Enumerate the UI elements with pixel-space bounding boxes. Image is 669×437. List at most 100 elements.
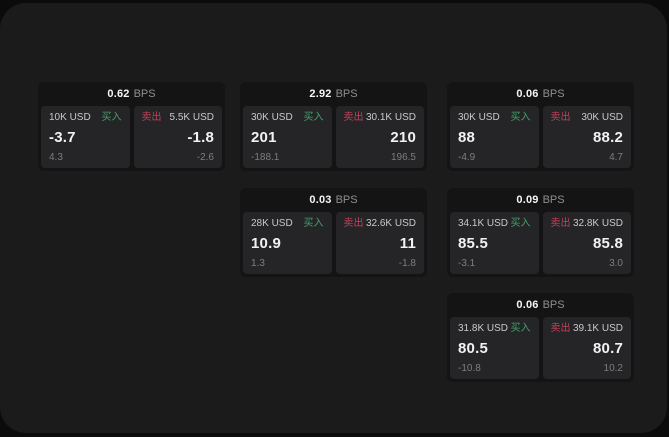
card-header: 0.62 BPS bbox=[38, 82, 225, 106]
bps-unit-label: BPS bbox=[542, 194, 565, 206]
buy-cell-header: 30K USD 买入 bbox=[458, 112, 531, 124]
sell-quote-cell[interactable]: 卖出 30K USD 88.2 4.7 bbox=[542, 106, 631, 168]
card-body: 28K USD 买入 10.9 1.3 卖出 32.6K USD 11 -1.8 bbox=[240, 212, 427, 277]
spread-bps-value: 0.62 bbox=[107, 88, 130, 100]
sell-price: -1.8 bbox=[187, 129, 214, 146]
sell-amount: 5.5K USD bbox=[169, 112, 214, 123]
sell-side-label: 卖出 bbox=[550, 112, 571, 123]
buy-quote-cell[interactable]: 31.8K USD 买入 80.5 -10.8 bbox=[450, 317, 539, 379]
spread-bps-value: 0.09 bbox=[516, 194, 539, 206]
buy-price: -3.7 bbox=[49, 129, 76, 146]
quote-card: 0.62 BPS 10K USD 买入 -3.7 4.3 卖出 5.5K USD… bbox=[38, 82, 225, 171]
quote-card: 0.06 BPS 30K USD 买入 88 -4.9 卖出 30K USD 8… bbox=[447, 82, 634, 171]
sell-change: 10.2 bbox=[603, 363, 623, 374]
sell-amount: 39.1K USD bbox=[572, 323, 623, 334]
sell-quote-cell[interactable]: 卖出 5.5K USD -1.8 -2.6 bbox=[133, 106, 222, 168]
buy-side-label: 买入 bbox=[510, 218, 531, 229]
buy-price: 80.5 bbox=[458, 340, 488, 357]
sell-amount: 32.8K USD bbox=[572, 218, 623, 229]
buy-change: 1.3 bbox=[251, 258, 265, 269]
buy-amount: 34.1K USD bbox=[458, 218, 509, 229]
sell-price: 210 bbox=[390, 129, 416, 146]
buy-amount: 30K USD bbox=[251, 112, 293, 123]
spread-bps-value: 2.92 bbox=[309, 88, 332, 100]
card-header: 0.09 BPS bbox=[447, 188, 634, 212]
sell-cell-header: 卖出 39.1K USD bbox=[551, 323, 624, 335]
spread-bps-value: 0.06 bbox=[516, 88, 539, 100]
buy-amount: 10K USD bbox=[49, 112, 91, 123]
buy-change: -3.1 bbox=[458, 258, 476, 269]
sell-amount: 30K USD bbox=[581, 112, 623, 123]
buy-price: 88 bbox=[458, 129, 476, 146]
buy-price: 10.9 bbox=[251, 235, 281, 252]
buy-amount: 28K USD bbox=[251, 218, 293, 229]
sell-cell-header: 卖出 32.6K USD bbox=[344, 218, 417, 230]
spread-bps-value: 0.03 bbox=[309, 194, 332, 206]
card-body: 30K USD 买入 88 -4.9 卖出 30K USD 88.2 4.7 bbox=[447, 106, 634, 171]
sell-side-label: 卖出 bbox=[550, 218, 571, 229]
sell-change: -1.8 bbox=[398, 258, 416, 269]
sell-side-label: 卖出 bbox=[141, 112, 162, 123]
quotes-panel: 0.62 BPS 10K USD 买入 -3.7 4.3 卖出 5.5K USD… bbox=[0, 3, 667, 433]
sell-price: 11 bbox=[399, 235, 416, 252]
sell-quote-cell[interactable]: 卖出 30.1K USD 210 196.5 bbox=[335, 106, 424, 168]
buy-side-label: 买入 bbox=[303, 112, 324, 123]
spread-bps-value: 0.06 bbox=[516, 299, 539, 311]
card-body: 10K USD 买入 -3.7 4.3 卖出 5.5K USD -1.8 -2.… bbox=[38, 106, 225, 171]
quote-card: 0.03 BPS 28K USD 买入 10.9 1.3 卖出 32.6K US… bbox=[240, 188, 427, 277]
sell-cell-header: 卖出 30.1K USD bbox=[344, 112, 417, 124]
buy-quote-cell[interactable]: 30K USD 买入 88 -4.9 bbox=[450, 106, 539, 168]
sell-change: -2.6 bbox=[196, 152, 214, 163]
buy-side-label: 买入 bbox=[510, 323, 531, 334]
sell-side-label: 卖出 bbox=[343, 112, 364, 123]
card-header: 0.03 BPS bbox=[240, 188, 427, 212]
buy-change: 4.3 bbox=[49, 152, 63, 163]
card-header: 0.06 BPS bbox=[447, 82, 634, 106]
sell-cell-header: 卖出 5.5K USD bbox=[142, 112, 215, 124]
bps-unit-label: BPS bbox=[542, 299, 565, 311]
sell-price: 85.8 bbox=[593, 235, 623, 252]
buy-quote-cell[interactable]: 34.1K USD 买入 85.5 -3.1 bbox=[450, 212, 539, 274]
sell-amount: 32.6K USD bbox=[365, 218, 416, 229]
card-body: 31.8K USD 买入 80.5 -10.8 卖出 39.1K USD 80.… bbox=[447, 317, 634, 382]
buy-price: 201 bbox=[251, 129, 277, 146]
buy-cell-header: 10K USD 买入 bbox=[49, 112, 122, 124]
card-body: 34.1K USD 买入 85.5 -3.1 卖出 32.8K USD 85.8… bbox=[447, 212, 634, 277]
buy-change: -10.8 bbox=[458, 363, 481, 374]
buy-amount: 31.8K USD bbox=[458, 323, 509, 334]
buy-price: 85.5 bbox=[458, 235, 488, 252]
quote-card: 0.06 BPS 31.8K USD 买入 80.5 -10.8 卖出 39.1… bbox=[447, 293, 634, 382]
buy-change: -4.9 bbox=[458, 152, 476, 163]
sell-quote-cell[interactable]: 卖出 32.8K USD 85.8 3.0 bbox=[542, 212, 631, 274]
sell-side-label: 卖出 bbox=[343, 218, 364, 229]
bps-unit-label: BPS bbox=[542, 88, 565, 100]
buy-side-label: 买入 bbox=[303, 218, 324, 229]
card-header: 2.92 BPS bbox=[240, 82, 427, 106]
sell-change: 4.7 bbox=[609, 152, 623, 163]
sell-price: 80.7 bbox=[593, 340, 623, 357]
buy-cell-header: 28K USD 买入 bbox=[251, 218, 324, 230]
buy-quote-cell[interactable]: 30K USD 买入 201 -188.1 bbox=[243, 106, 332, 168]
sell-price: 88.2 bbox=[593, 129, 623, 146]
sell-quote-cell[interactable]: 卖出 32.6K USD 11 -1.8 bbox=[335, 212, 424, 274]
card-header: 0.06 BPS bbox=[447, 293, 634, 317]
sell-cell-header: 卖出 32.8K USD bbox=[551, 218, 624, 230]
buy-quote-cell[interactable]: 28K USD 买入 10.9 1.3 bbox=[243, 212, 332, 274]
bps-unit-label: BPS bbox=[133, 88, 156, 100]
sell-change: 3.0 bbox=[609, 258, 623, 269]
sell-amount: 30.1K USD bbox=[365, 112, 416, 123]
buy-quote-cell[interactable]: 10K USD 买入 -3.7 4.3 bbox=[41, 106, 130, 168]
sell-quote-cell[interactable]: 卖出 39.1K USD 80.7 10.2 bbox=[542, 317, 631, 379]
sell-cell-header: 卖出 30K USD bbox=[551, 112, 624, 124]
sell-change: 196.5 bbox=[390, 152, 416, 163]
quote-card: 2.92 BPS 30K USD 买入 201 -188.1 卖出 30.1K … bbox=[240, 82, 427, 171]
sell-side-label: 卖出 bbox=[550, 323, 571, 334]
card-body: 30K USD 买入 201 -188.1 卖出 30.1K USD 210 1… bbox=[240, 106, 427, 171]
buy-cell-header: 31.8K USD 买入 bbox=[458, 323, 531, 335]
buy-cell-header: 30K USD 买入 bbox=[251, 112, 324, 124]
quote-card: 0.09 BPS 34.1K USD 买入 85.5 -3.1 卖出 32.8K… bbox=[447, 188, 634, 277]
buy-cell-header: 34.1K USD 买入 bbox=[458, 218, 531, 230]
bps-unit-label: BPS bbox=[335, 88, 358, 100]
buy-side-label: 买入 bbox=[101, 112, 122, 123]
buy-change: -188.1 bbox=[251, 152, 280, 163]
